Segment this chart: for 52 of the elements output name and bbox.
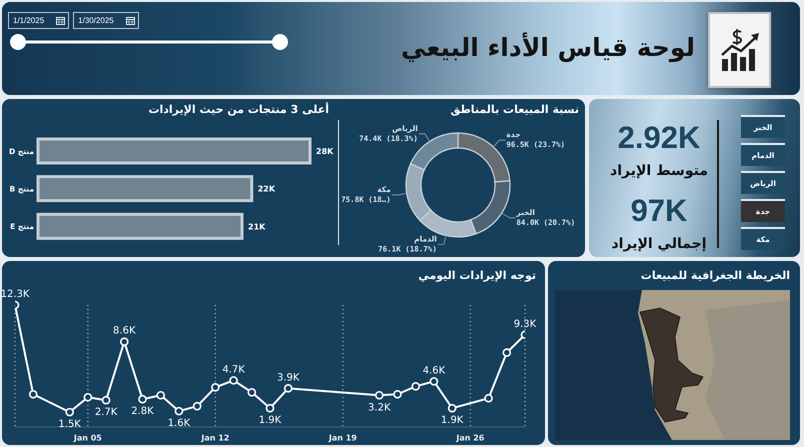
point bbox=[448, 404, 456, 412]
point bbox=[174, 406, 184, 416]
text: الخريطة الجغرافية للمبيعات bbox=[640, 269, 790, 283]
point bbox=[138, 394, 147, 404]
chart-title: أعلى 3 منتجات من حيث الإيرادات bbox=[148, 103, 329, 117]
date-field: 1/1/2025 bbox=[8, 12, 70, 29]
chart-title: توجه الإيرادات اليومي bbox=[418, 269, 536, 283]
data-label: 21K bbox=[248, 222, 266, 232]
point bbox=[266, 404, 274, 412]
data-label: 2.8K bbox=[131, 406, 154, 418]
data-label: 1.5K bbox=[58, 419, 82, 430]
data-label: 1.9K bbox=[440, 415, 464, 426]
point bbox=[411, 382, 420, 391]
data-label: 1.9K bbox=[258, 415, 282, 426]
point bbox=[393, 390, 402, 399]
point bbox=[502, 348, 512, 357]
data-label: 22K bbox=[258, 184, 276, 194]
data-label: 4.7K bbox=[222, 364, 246, 376]
data-label: 28K bbox=[316, 147, 334, 156]
point bbox=[374, 390, 384, 400]
data-label: 3.9K bbox=[276, 372, 300, 384]
date-field: 1/30/2025 bbox=[73, 12, 139, 29]
point bbox=[102, 396, 110, 405]
data-label: 2.7K bbox=[94, 407, 118, 418]
point bbox=[84, 392, 92, 402]
point bbox=[156, 390, 166, 400]
data-label: 1.6K bbox=[168, 418, 191, 430]
point bbox=[284, 384, 293, 393]
point bbox=[211, 383, 220, 392]
x-tick-label: Jan 12 bbox=[200, 434, 230, 443]
data-label: 9.3K bbox=[514, 318, 537, 330]
data-label: 8.6K bbox=[113, 326, 136, 337]
text: 97K bbox=[630, 193, 688, 229]
point bbox=[28, 390, 38, 399]
point bbox=[120, 337, 129, 346]
text: 2.92K bbox=[616, 120, 702, 156]
data-label: 3.2K bbox=[368, 402, 391, 414]
point bbox=[65, 408, 74, 416]
data-label: 4.6K bbox=[422, 365, 446, 376]
text: لوحة قياس الأداء البيعي bbox=[401, 31, 695, 64]
point bbox=[229, 376, 238, 385]
x-tick-label: Jan 19 bbox=[328, 434, 358, 443]
data-label: 12.3K bbox=[0, 289, 30, 300]
point bbox=[484, 394, 493, 403]
point bbox=[192, 402, 202, 410]
point bbox=[247, 388, 256, 397]
text: متوسط الإيراد bbox=[609, 162, 709, 180]
chart-title: نسبة المبيعات بالمناطق bbox=[450, 103, 579, 117]
text: إجمالي الإيراد bbox=[610, 235, 708, 253]
x-tick-label: Jan 05 bbox=[72, 434, 102, 443]
point bbox=[430, 377, 438, 386]
x-tick-label: Jan 26 bbox=[455, 434, 485, 443]
